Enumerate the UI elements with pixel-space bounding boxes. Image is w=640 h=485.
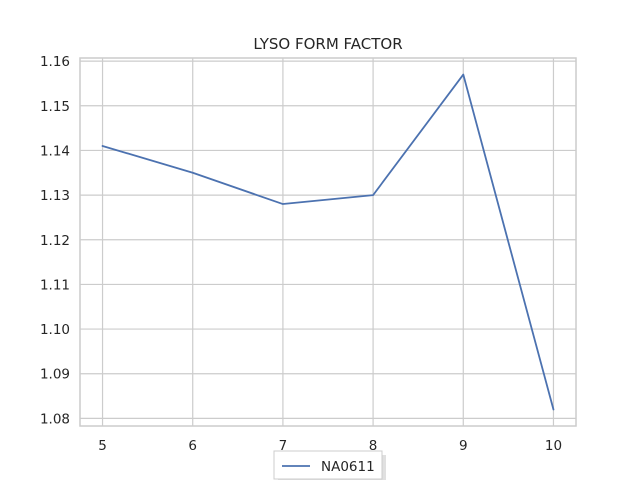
chart-title: LYSO FORM FACTOR (253, 35, 402, 53)
y-tick-label: 1.12 (40, 233, 70, 249)
y-tick-label: 1.14 (40, 143, 70, 159)
x-tick-label: 10 (545, 438, 562, 454)
legend[interactable]: NA0611 (274, 451, 386, 480)
x-tick-label: 5 (98, 438, 107, 454)
x-tick-label: 6 (188, 438, 197, 454)
legend-label-na0611: NA0611 (321, 459, 375, 475)
y-tick-label: 1.10 (40, 322, 70, 338)
y-tick-label: 1.11 (40, 277, 70, 293)
y-tick-label: 1.08 (40, 411, 70, 427)
y-tick-label: 1.13 (40, 188, 70, 204)
y-tick-label: 1.09 (40, 367, 70, 383)
x-tick-label: 9 (459, 438, 468, 454)
y-tick-labels: 1.08 1.09 1.10 1.11 1.12 1.13 1.14 1.15 1.16 (40, 54, 70, 427)
y-tick-label: 1.16 (40, 54, 70, 70)
y-tick-label: 1.15 (40, 99, 70, 115)
